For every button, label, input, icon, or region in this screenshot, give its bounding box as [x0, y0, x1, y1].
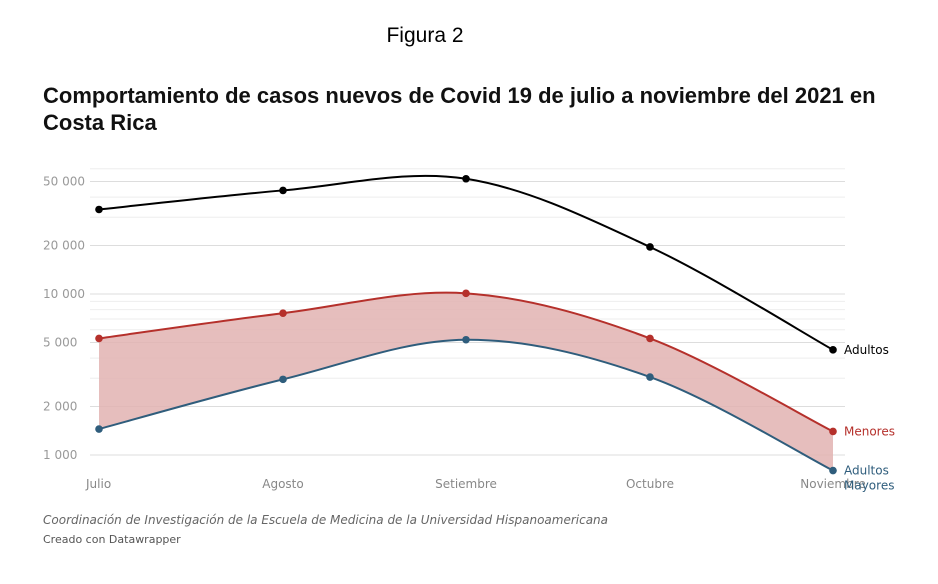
- shaded-range-area: [99, 292, 833, 471]
- series-label-menores: Menores: [844, 424, 895, 438]
- data-point-adultos: [279, 186, 287, 195]
- x-tick-label: Agosto: [262, 477, 303, 491]
- y-tick-label: 50 000: [43, 175, 85, 189]
- data-point-adultos: [829, 346, 837, 354]
- data-point-menores: [646, 334, 654, 343]
- series-label-adultos-mayores: Adultos Mayores: [844, 464, 894, 493]
- y-tick-label: 20 000: [43, 239, 85, 253]
- data-point-menores: [829, 427, 837, 436]
- data-point-adultos: [462, 174, 470, 183]
- x-tick-label: Julio: [85, 477, 111, 491]
- data-point-adultos-mayores: [829, 466, 837, 475]
- y-axis: 1 000 2 000 5 000 10 000 20 000 50 000: [43, 175, 85, 463]
- series-points: [95, 174, 837, 475]
- source-note: Coordinación de Investigación de la Escu…: [43, 513, 609, 527]
- x-tick-label: Setiembre: [435, 477, 497, 491]
- x-tick-label: Octubre: [626, 477, 674, 491]
- y-tick-label: 10 000: [43, 287, 85, 301]
- x-tick-label: Noviembre: [800, 477, 866, 491]
- data-point-menores: [95, 334, 103, 343]
- data-point-adultos-mayores: [646, 373, 654, 381]
- data-point-adultos: [646, 243, 654, 251]
- y-tick-label: 1 000: [43, 448, 77, 462]
- y-tick-label: 5 000: [43, 335, 77, 349]
- series-labels: Adultos Menores Adultos Mayores: [844, 343, 895, 493]
- data-point-adultos-mayores: [279, 375, 287, 384]
- data-point-adultos-mayores: [462, 335, 470, 344]
- y-tick-label: 2 000: [43, 400, 77, 414]
- data-point-menores: [462, 289, 470, 298]
- data-point-adultos-mayores: [95, 425, 103, 433]
- data-point-adultos: [95, 205, 103, 214]
- series-label-adultos: Adultos: [844, 343, 889, 357]
- data-point-menores: [279, 309, 287, 318]
- shaded-area-layer: [99, 292, 833, 471]
- x-axis: Julio Agosto Setiembre Octubre Noviembre: [85, 477, 866, 491]
- figure-label: Figura 2: [386, 24, 464, 47]
- chart-title: Comportamiento de casos nuevos de Covid …: [43, 83, 876, 135]
- credit-line: Creado con Datawrapper: [43, 533, 181, 546]
